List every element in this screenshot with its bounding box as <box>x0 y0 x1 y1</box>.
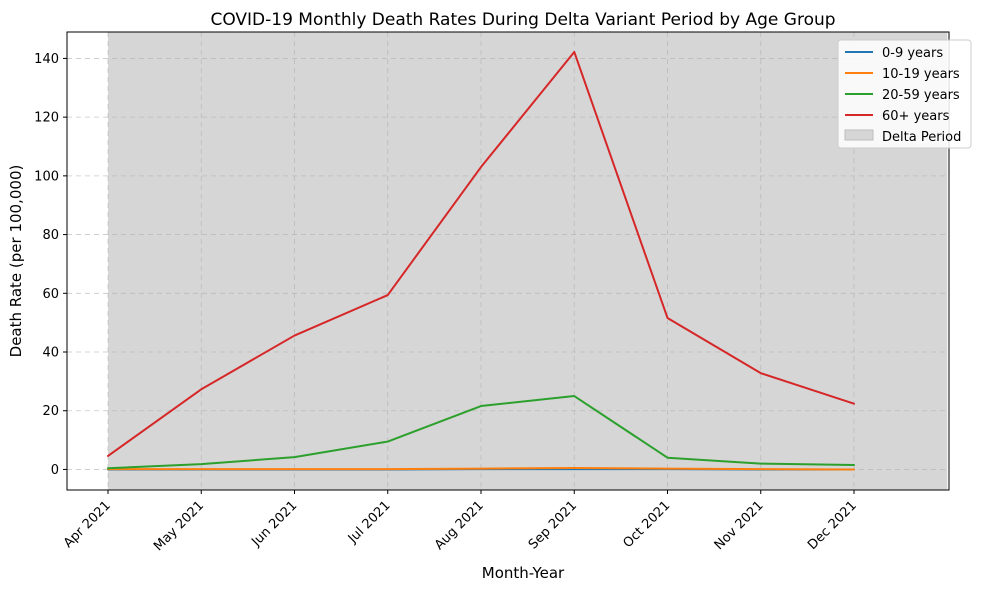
chart-title: COVID-19 Monthly Death Rates During Delt… <box>210 10 835 30</box>
legend-label-60-plus: 60+ years <box>882 109 950 124</box>
legend-label-10-19: 10-19 years <box>882 67 960 82</box>
x-axis-label: Month-Year <box>482 564 565 582</box>
y-axis-label: Death Rate (per 100,000) <box>7 165 25 358</box>
y-tick-label: 100 <box>34 169 59 184</box>
y-tick-label: 0 <box>51 463 59 478</box>
legend-label-20-59: 20-59 years <box>882 88 960 103</box>
plot-area <box>67 32 949 490</box>
legend-swatch-delta-period <box>845 130 873 140</box>
y-tick-label: 120 <box>34 111 59 126</box>
y-tick-label: 20 <box>42 404 59 419</box>
y-tick-label: 80 <box>42 228 59 243</box>
series-line-10-19-years <box>108 468 854 469</box>
legend-label-0-9: 0-9 years <box>882 46 943 61</box>
y-tick-label: 140 <box>34 52 59 67</box>
delta-period-shading <box>108 32 947 490</box>
y-tick-label: 60 <box>42 287 59 302</box>
legend: 0-9 years 10-19 years 20-59 years 60+ ye… <box>838 40 971 148</box>
legend-label-delta-period: Delta Period <box>882 130 961 145</box>
y-tick-label: 40 <box>42 346 59 361</box>
